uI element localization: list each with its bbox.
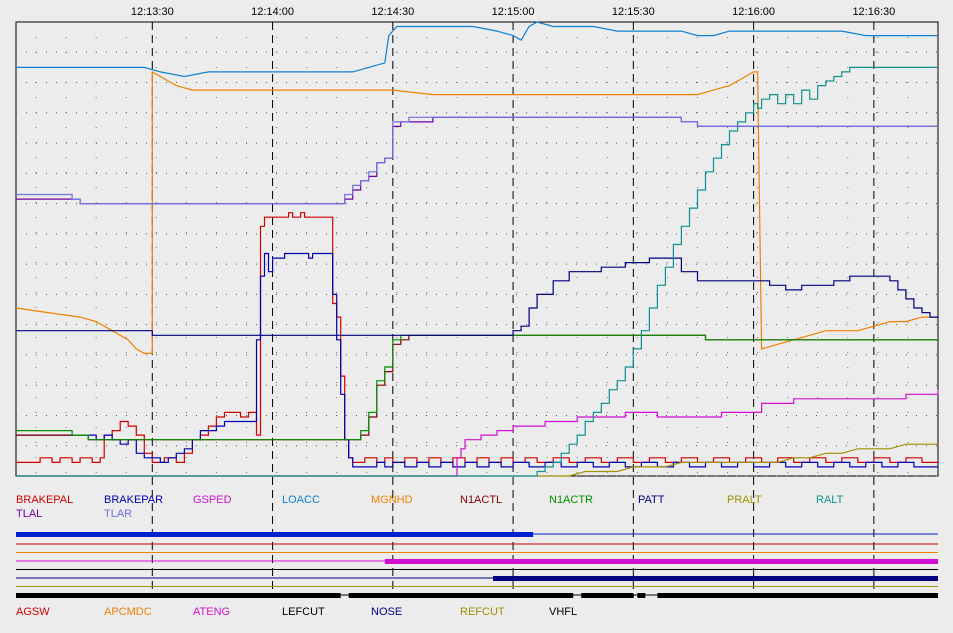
series-mgnhd	[15, 70, 938, 354]
legend: BRAKEPAL BRAKEPAR GSPED LOACC MGNHD N1ACTL N1A…	[16, 494, 844, 520]
track-on-segment-vhfl	[657, 593, 938, 598]
track-on-segment-nose	[493, 576, 938, 581]
legend-bottom-item-apcmdc: APCMDC	[104, 606, 152, 618]
series-patt	[16, 257, 938, 336]
legend-item-pralt: PRALT	[727, 494, 762, 506]
series-ralt	[16, 66, 938, 477]
track-on-segment-ateng	[384, 559, 938, 564]
legend-bottom: AGSW APCMDC ATENG LEFCUT NOSE REFCUT VHFL	[16, 606, 577, 618]
legend-item-gsped: GSPED	[193, 494, 232, 506]
legend-bottom-item-refcut: REFCUT	[460, 606, 505, 618]
legend-item-n1actl: N1ACTL	[460, 494, 502, 506]
x-tick-label: 12:16:30	[852, 6, 895, 18]
series-lines	[15, 21, 939, 477]
series-brakepal	[16, 212, 938, 463]
x-tick-label: 12:15:30	[612, 6, 655, 18]
track-on-segment	[16, 532, 534, 537]
track-on-segment-vhfl	[348, 593, 574, 598]
series-gsped	[16, 389, 939, 477]
legend-item-tlar: TLAR	[104, 508, 132, 520]
x-tick-labels: 12:13:30 12:14:00 12:14:30 12:15:00 12:15:30…	[131, 6, 895, 18]
discrete-tracks	[16, 532, 938, 598]
x-tick-label: 12:15:00	[492, 6, 535, 18]
series-loacc	[16, 21, 938, 78]
series-tlar	[16, 116, 938, 205]
x-tick-label: 12:14:30	[371, 6, 414, 18]
x-tick-label: 12:13:30	[131, 6, 174, 18]
legend-item-patt: PATT	[638, 494, 665, 506]
legend-item-n1actr: N1ACTR	[549, 494, 593, 506]
series-n1actr	[16, 334, 938, 441]
legend-bottom-item-vhfl: VHFL	[549, 606, 577, 618]
plot-frame	[15, 21, 939, 477]
legend-item-brakepal: BRAKEPAL	[16, 494, 73, 506]
legend-bottom-item-ateng: ATENG	[193, 606, 230, 618]
legend-bottom-item-nose: NOSE	[371, 606, 402, 618]
legend-item-loacc: LOACC	[282, 494, 320, 506]
legend-bottom-item-agsw: AGSW	[16, 606, 50, 618]
legend-item-ralt: RALT	[816, 494, 844, 506]
legend-bottom-item-lefcut: LEFCUT	[282, 606, 325, 618]
legend-item-brakepar: BRAKEPAR	[104, 494, 163, 506]
track-on-segment-vhfl	[16, 593, 341, 598]
track-on-segment-vhfl	[581, 593, 634, 598]
legend-item-mgnhd: MGNHD	[371, 494, 413, 506]
legend-item-tlal: TLAL	[16, 508, 42, 520]
x-tick-label: 12:14:00	[251, 6, 294, 18]
grid	[15, 21, 939, 598]
series-brakepar	[16, 252, 938, 468]
series-pralt	[16, 443, 938, 477]
track-on-segment-vhfl	[637, 593, 646, 598]
x-tick-label: 12:16:00	[732, 6, 775, 18]
